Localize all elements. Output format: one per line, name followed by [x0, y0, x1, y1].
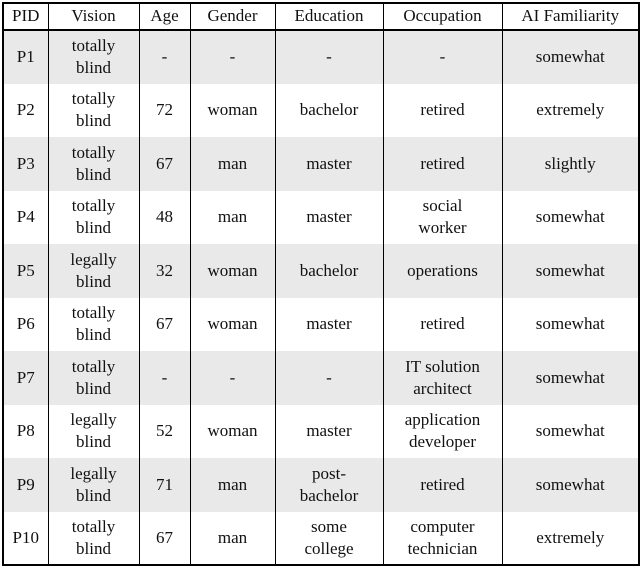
- cell-ai-familiarity: somewhat: [501, 297, 640, 351]
- table-row: P5 legally blind 32 woman bachelor opera…: [2, 244, 640, 298]
- cell-age: -: [138, 30, 191, 84]
- cell-ai-familiarity: somewhat: [501, 30, 640, 84]
- cell-vision: legally blind: [47, 244, 140, 298]
- cell-gender: -: [189, 30, 276, 84]
- cell-gender: woman: [189, 83, 276, 137]
- cell-pid: P8: [2, 404, 49, 458]
- cell-ai-familiarity: somewhat: [501, 190, 640, 244]
- cell-ai-familiarity: slightly: [501, 137, 640, 191]
- cell-pid: P5: [2, 244, 49, 298]
- cell-vision: totally blind: [47, 190, 140, 244]
- cell-vision: totally blind: [47, 137, 140, 191]
- cell-ai-familiarity: somewhat: [501, 404, 640, 458]
- table-row: P6 totally blind 67 woman master retired…: [2, 297, 640, 351]
- table-body: P1 totally blind - - - - somewhat P2 tot…: [2, 30, 640, 565]
- cell-gender: woman: [189, 244, 276, 298]
- cell-vision: totally blind: [47, 83, 140, 137]
- cell-vision: legally blind: [47, 458, 140, 512]
- header-row: PID Vision Age Gender Education Occupati…: [2, 3, 640, 31]
- cell-gender: man: [189, 511, 276, 565]
- cell-pid: P10: [2, 511, 49, 565]
- cell-occupation: operations: [382, 244, 503, 298]
- cell-occupation: retired: [382, 297, 503, 351]
- column-header-pid: PID: [2, 3, 49, 31]
- cell-ai-familiarity: extremely: [501, 511, 640, 565]
- cell-occupation: IT solution architect: [382, 351, 503, 405]
- cell-occupation: -: [382, 30, 503, 84]
- cell-vision: totally blind: [47, 297, 140, 351]
- cell-education: some college: [274, 511, 384, 565]
- cell-pid: P2: [2, 83, 49, 137]
- column-header-education: Education: [274, 3, 384, 31]
- cell-education: master: [274, 297, 384, 351]
- table-row: P2 totally blind 72 woman bachelor retir…: [2, 83, 640, 137]
- cell-vision: totally blind: [47, 351, 140, 405]
- table-row: P4 totally blind 48 man master social wo…: [2, 190, 640, 244]
- cell-occupation: retired: [382, 83, 503, 137]
- cell-gender: woman: [189, 404, 276, 458]
- cell-age: 52: [138, 404, 191, 458]
- table-row: P9 legally blind 71 man post- bachelor r…: [2, 458, 640, 512]
- cell-age: 67: [138, 137, 191, 191]
- cell-pid: P9: [2, 458, 49, 512]
- table-row: P1 totally blind - - - - somewhat: [2, 30, 640, 84]
- cell-education: post- bachelor: [274, 458, 384, 512]
- cell-gender: man: [189, 458, 276, 512]
- cell-vision: totally blind: [47, 30, 140, 84]
- cell-age: 32: [138, 244, 191, 298]
- cell-gender: man: [189, 190, 276, 244]
- cell-education: -: [274, 30, 384, 84]
- cell-ai-familiarity: somewhat: [501, 244, 640, 298]
- cell-education: bachelor: [274, 244, 384, 298]
- cell-gender: -: [189, 351, 276, 405]
- column-header-gender: Gender: [189, 3, 276, 31]
- cell-pid: P6: [2, 297, 49, 351]
- cell-occupation: retired: [382, 458, 503, 512]
- table-row: P7 totally blind - - - IT solution archi…: [2, 351, 640, 405]
- cell-vision: legally blind: [47, 404, 140, 458]
- cell-gender: woman: [189, 297, 276, 351]
- cell-pid: P3: [2, 137, 49, 191]
- cell-education: master: [274, 137, 384, 191]
- cell-occupation: social worker: [382, 190, 503, 244]
- cell-education: -: [274, 351, 384, 405]
- cell-ai-familiarity: extremely: [501, 83, 640, 137]
- cell-education: bachelor: [274, 83, 384, 137]
- cell-age: 71: [138, 458, 191, 512]
- cell-pid: P7: [2, 351, 49, 405]
- table-row: P8 legally blind 52 woman master applica…: [2, 404, 640, 458]
- cell-occupation: computer technician: [382, 511, 503, 565]
- cell-pid: P1: [2, 30, 49, 84]
- cell-pid: P4: [2, 190, 49, 244]
- cell-education: master: [274, 404, 384, 458]
- cell-occupation: application developer: [382, 404, 503, 458]
- cell-age: 67: [138, 297, 191, 351]
- table-row: P10 totally blind 67 man some college co…: [2, 511, 640, 565]
- column-header-ai-familiarity: AI Familiarity: [501, 3, 640, 31]
- cell-ai-familiarity: somewhat: [501, 458, 640, 512]
- column-header-age: Age: [138, 3, 191, 31]
- cell-education: master: [274, 190, 384, 244]
- cell-age: -: [138, 351, 191, 405]
- table-row: P3 totally blind 67 man master retired s…: [2, 137, 640, 191]
- cell-gender: man: [189, 137, 276, 191]
- cell-occupation: retired: [382, 137, 503, 191]
- cell-age: 67: [138, 511, 191, 565]
- cell-age: 72: [138, 83, 191, 137]
- column-header-vision: Vision: [47, 3, 140, 31]
- cell-vision: totally blind: [47, 511, 140, 565]
- cell-age: 48: [138, 190, 191, 244]
- cell-ai-familiarity: somewhat: [501, 351, 640, 405]
- column-header-occupation: Occupation: [382, 3, 503, 31]
